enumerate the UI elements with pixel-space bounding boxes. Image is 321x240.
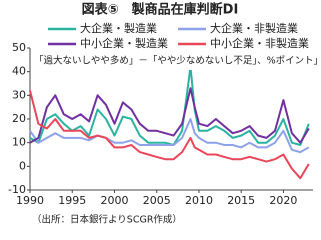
legend-label: 大企業・非製造業 — [210, 21, 298, 35]
series-line — [29, 118, 310, 154]
x-tick-label: 2020 — [269, 194, 297, 207]
y-tick-label: 50 — [12, 41, 26, 54]
series-line — [29, 90, 310, 180]
legend-label: 大企業・製造業 — [80, 21, 157, 35]
x-tick-label: 2015 — [227, 194, 255, 207]
chart-title: 図表⑤ 製商品在庫判断DI — [82, 2, 239, 18]
subtitle: 「過大ないしやや多め」－「やや少なめないし不足」、%ポイント」 — [34, 55, 321, 67]
page: 図表⑤ 製商品在庫判断DI （出所：日本銀行よりSCGR作成） -10 0 10 20… — [8, 1, 321, 226]
source: （出所：日本銀行よりSCGR作成） — [32, 214, 182, 226]
x-tick-label: 2010 — [185, 194, 213, 207]
y-tick-label: 10 — [12, 136, 26, 149]
x-tick-label: 2000 — [100, 194, 128, 207]
x-tick-label: 1990 — [16, 194, 44, 207]
y-tick-label: 30 — [12, 88, 26, 101]
x-tick-label: 2005 — [143, 194, 171, 207]
chart: 図表⑤ 製商品在庫判断DI （出所：日本銀行よりSCGR作成） -10 0 10 20… — [8, 2, 321, 226]
x-tick-label: 1995 — [58, 194, 86, 207]
y-tick-label: 40 — [12, 65, 26, 78]
legend-label: 中小企業・非製造業 — [210, 36, 309, 50]
y-tick-label: -10 — [8, 183, 26, 196]
series-line — [29, 87, 310, 144]
legend-label: 中小企業・製造業 — [80, 36, 168, 50]
y-tick-label: 0 — [19, 159, 26, 172]
series-line — [29, 65, 310, 146]
y-tick-label: 20 — [12, 112, 26, 125]
